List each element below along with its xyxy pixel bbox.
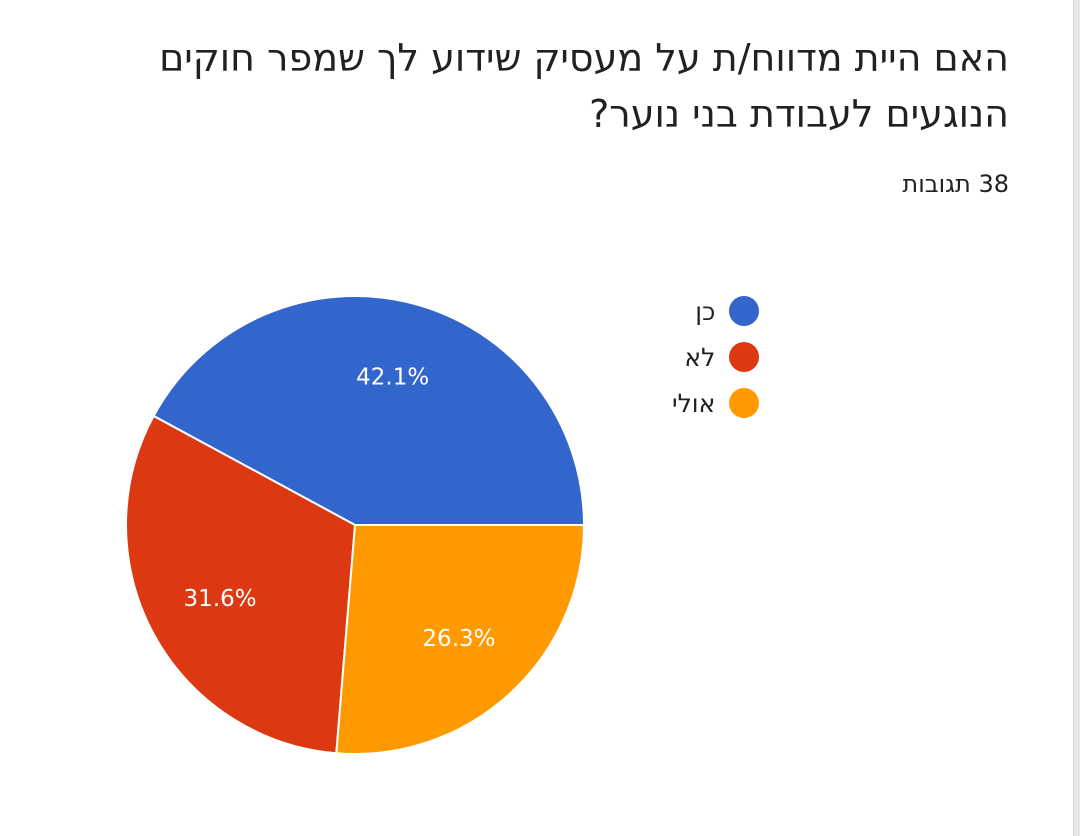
data-label-maybe: 26.3% — [422, 626, 495, 652]
pie-slice-no[interactable] — [125, 414, 357, 755]
legend-item-no[interactable]: לא — [672, 334, 760, 380]
legend-color-dot — [729, 388, 760, 418]
pie-slice-yes[interactable] — [152, 295, 586, 526]
legend-item-maybe[interactable]: אולי — [672, 380, 760, 426]
data-label-no: 31.6% — [184, 586, 257, 612]
pie-slice-maybe[interactable] — [335, 524, 586, 755]
legend-label: אולי — [672, 388, 716, 418]
legend-color-dot — [729, 342, 760, 372]
response-count: 38 תגובות — [902, 170, 1009, 198]
legend-color-dot — [729, 296, 760, 326]
legend-label: כן — [695, 296, 716, 326]
question-title: האם היית מדווח/ת על מעסיק שידוע לך שמפר … — [159, 36, 1009, 136]
chart-legend: כן לא אולי — [672, 288, 760, 426]
legend-label: לא — [684, 342, 716, 372]
legend-item-yes[interactable]: כן — [672, 288, 760, 334]
data-label-yes: 42.1% — [356, 364, 429, 390]
